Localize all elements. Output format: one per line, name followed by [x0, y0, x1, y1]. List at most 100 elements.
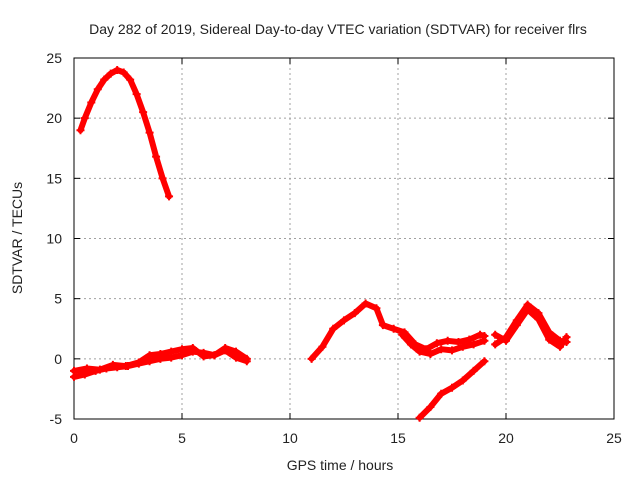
- data-point: [491, 330, 500, 339]
- axis-ticks: [73, 57, 615, 420]
- x-tick-label: 10: [282, 430, 298, 446]
- series-arc-1: [76, 66, 174, 201]
- series-arc-6: [415, 357, 489, 422]
- grid: [74, 58, 614, 419]
- data-point: [398, 330, 407, 339]
- data-point: [70, 366, 78, 375]
- data-point: [523, 305, 532, 314]
- data-point: [156, 350, 165, 359]
- data-point: [152, 152, 161, 161]
- x-tick-labels: 0 5 10 15 20 25: [70, 430, 622, 446]
- data-point: [106, 69, 115, 78]
- data-point: [448, 383, 456, 392]
- data-point: [158, 174, 167, 183]
- x-tick-label: 15: [390, 430, 406, 446]
- y-tick-label: -5: [50, 411, 63, 427]
- data-point: [82, 364, 91, 373]
- series-line: [71, 345, 250, 374]
- data-point: [502, 336, 510, 345]
- data-point: [465, 335, 474, 344]
- data-point: [87, 98, 96, 107]
- data-point: [378, 321, 387, 330]
- data-point: [95, 365, 104, 374]
- y-tick-label: 20: [46, 110, 62, 126]
- data-point: [76, 126, 85, 135]
- data-point: [491, 340, 500, 349]
- data-point: [145, 351, 154, 360]
- data-point: [93, 85, 102, 94]
- data-point: [432, 339, 441, 348]
- x-axis-label: GPS time / hours: [287, 457, 394, 473]
- data-point: [448, 346, 456, 355]
- data-point: [167, 347, 176, 356]
- series-arc-4: [307, 299, 489, 363]
- series-arc-3: [70, 344, 251, 375]
- data-point: [121, 362, 130, 371]
- data-point: [454, 337, 463, 346]
- x-tick-label: 5: [178, 430, 186, 446]
- data-point: [108, 360, 117, 369]
- data-point: [221, 344, 230, 353]
- data-point: [80, 114, 89, 123]
- data-point: [361, 299, 370, 308]
- data-point: [126, 75, 135, 84]
- x-tick-label: 20: [498, 430, 514, 446]
- data-point: [329, 324, 338, 333]
- data-point: [199, 352, 208, 361]
- data-point: [480, 357, 489, 366]
- series-arc-5: [398, 330, 489, 359]
- y-tick-label: 0: [54, 351, 62, 367]
- data-point: [458, 342, 467, 351]
- data-point: [132, 90, 141, 99]
- data-point: [307, 354, 316, 363]
- data-point: [512, 321, 521, 330]
- y-tick-label: 10: [46, 231, 62, 247]
- y-tick-labels: -5 0 5 10 15 20 25: [46, 50, 62, 427]
- data-point: [145, 128, 154, 137]
- data-point: [178, 345, 186, 354]
- data-point: [437, 345, 446, 354]
- data-point: [469, 340, 478, 349]
- series-arc-8: [491, 305, 571, 351]
- data-point: [426, 402, 435, 411]
- data-point: [188, 344, 197, 353]
- data-point: [556, 342, 564, 351]
- data-point: [232, 347, 240, 356]
- data-point: [165, 192, 174, 201]
- data-point: [437, 389, 446, 398]
- data-point: [426, 350, 435, 359]
- data-point: [119, 68, 128, 77]
- x-tick-label: 0: [70, 430, 78, 446]
- data-point: [443, 336, 452, 345]
- series-line: [492, 306, 570, 350]
- data-point: [534, 315, 543, 324]
- data-point: [389, 324, 398, 333]
- data-point: [476, 330, 485, 339]
- data-marks: [70, 66, 571, 422]
- data-point: [415, 347, 424, 356]
- y-axis-label: SDTVAR / TECUs: [9, 182, 25, 294]
- data-point: [100, 75, 109, 84]
- data-point: [415, 413, 424, 422]
- data-point: [210, 351, 219, 360]
- data-point: [406, 340, 415, 349]
- data-point: [545, 335, 554, 344]
- chart-title: Day 282 of 2019, Sidereal Day-to-day VTE…: [89, 21, 587, 37]
- y-tick-label: 15: [46, 170, 62, 186]
- data-point: [458, 376, 467, 385]
- x-tick-label: 25: [606, 430, 622, 446]
- data-point: [139, 108, 148, 117]
- data-point: [113, 66, 122, 75]
- data-point: [340, 316, 348, 325]
- data-point: [318, 342, 327, 351]
- y-tick-label: 25: [46, 50, 62, 66]
- data-point: [372, 304, 381, 313]
- y-tick-label: 5: [54, 291, 62, 307]
- data-point: [480, 336, 489, 345]
- data-point: [134, 358, 143, 367]
- data-point: [242, 354, 251, 363]
- data-point: [562, 333, 571, 342]
- data-point: [469, 366, 478, 375]
- data-point: [350, 309, 359, 318]
